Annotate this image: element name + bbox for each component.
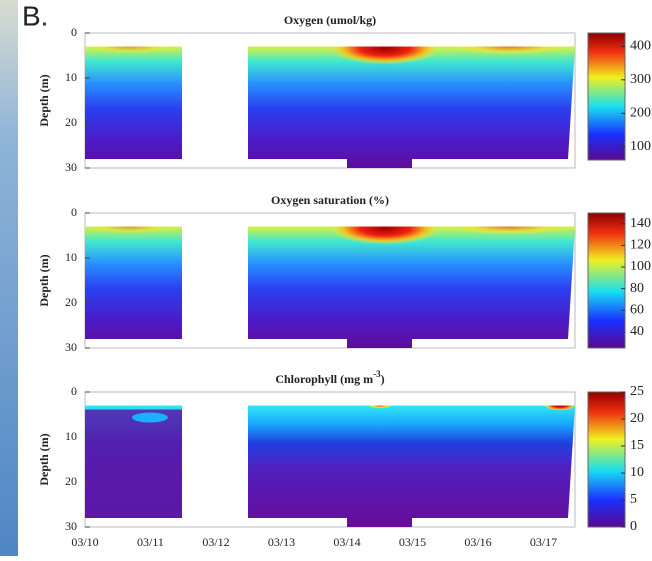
title-end: ) bbox=[381, 372, 385, 386]
field-warm bbox=[450, 46, 570, 55]
panel-label: B. bbox=[22, 0, 48, 31]
y-tick-label: 30 bbox=[65, 340, 77, 354]
field-warm bbox=[85, 226, 175, 234]
panel-title: Chlorophyll (mg m-3) bbox=[275, 369, 384, 386]
x-tick-label: 03/11 bbox=[137, 535, 164, 549]
colorbar-tick-label: 15 bbox=[630, 438, 644, 453]
x-tick-label: 03/17 bbox=[530, 535, 557, 549]
y-tick-label: 20 bbox=[65, 115, 77, 129]
field-warm bbox=[368, 405, 392, 409]
y-tick-label: 0 bbox=[71, 25, 77, 39]
title-text: Oxygen saturation (%) bbox=[271, 193, 389, 207]
field bbox=[85, 405, 575, 527]
y-tick-label: 10 bbox=[65, 429, 77, 443]
field-hot bbox=[544, 405, 575, 411]
colorbar-tick-label: 100 bbox=[630, 259, 651, 274]
colorbar bbox=[587, 391, 626, 528]
field-warm bbox=[450, 226, 570, 235]
field bbox=[85, 46, 575, 168]
title-text: Chlorophyll (mg m bbox=[275, 372, 373, 386]
panel: 0 10 20 30 Depth (m) Oxygen saturation (%) 40 6… bbox=[37, 193, 651, 354]
colorbar-tick-label: 300 bbox=[630, 72, 651, 87]
colorbar-tick-label: 200 bbox=[630, 105, 651, 120]
field-deep bbox=[85, 409, 182, 522]
field-hot bbox=[330, 46, 440, 65]
field-fill bbox=[85, 46, 575, 168]
panel: 0 10 20 30 Depth (m) Chlorophyll (mg m-3) 0 5 10… bbox=[37, 369, 644, 549]
colorbar-tick-label: 0 bbox=[630, 519, 637, 534]
colorbar-tick-label: 5 bbox=[630, 492, 637, 507]
colorbar-tick-label: 25 bbox=[630, 384, 644, 399]
y-tick-label: 30 bbox=[65, 519, 77, 533]
colorbar-tick-label: 120 bbox=[630, 238, 651, 253]
x-tick-label: 03/15 bbox=[399, 535, 426, 549]
field-warm bbox=[85, 46, 175, 54]
y-tick-label: 20 bbox=[65, 295, 77, 309]
colorbar-tick-label: 140 bbox=[630, 216, 651, 231]
x-tick-label: 03/14 bbox=[333, 535, 360, 549]
panel: 0 10 20 30 Depth (m) Oxygen (umol/kg) 100 200 30… bbox=[37, 13, 651, 174]
x-tick-label: 03/13 bbox=[268, 535, 295, 549]
colorbar-tick-label: 80 bbox=[630, 281, 644, 296]
y-axis-label: Depth (m) bbox=[37, 254, 51, 306]
x-tick-label: 03/10 bbox=[71, 535, 98, 549]
y-axis-label: Depth (m) bbox=[37, 74, 51, 126]
y-tick-label: 10 bbox=[65, 250, 77, 264]
title-text: Oxygen (umol/kg) bbox=[284, 13, 376, 27]
colorbar-tick-label: 10 bbox=[630, 465, 644, 480]
x-tick-label: 03/16 bbox=[464, 535, 491, 549]
y-axis-label: Depth (m) bbox=[37, 433, 51, 485]
colorbar-tick-label: 60 bbox=[630, 302, 644, 317]
cropped-photo bbox=[0, 0, 18, 556]
colorbar-tick-label: 400 bbox=[630, 39, 651, 54]
colorbar-tick-label: 40 bbox=[630, 324, 644, 339]
field-hot bbox=[330, 226, 440, 245]
panel-title: Oxygen saturation (%) bbox=[271, 193, 389, 207]
y-tick-label: 0 bbox=[71, 205, 77, 219]
panel-title: Oxygen (umol/kg) bbox=[284, 13, 376, 27]
field bbox=[85, 226, 575, 348]
title-sup: -3 bbox=[373, 369, 381, 379]
colorbar bbox=[587, 212, 626, 349]
y-tick-label: 30 bbox=[65, 160, 77, 174]
colorbar bbox=[587, 32, 626, 161]
field-patch bbox=[132, 412, 168, 423]
colorbar-tick-label: 100 bbox=[630, 139, 651, 154]
y-tick-label: 10 bbox=[65, 70, 77, 84]
y-tick-label: 20 bbox=[65, 474, 77, 488]
x-tick-label: 03/12 bbox=[202, 535, 229, 549]
y-tick-label: 0 bbox=[71, 384, 77, 398]
field-fill bbox=[85, 226, 575, 348]
colorbar-tick-label: 20 bbox=[630, 411, 644, 426]
